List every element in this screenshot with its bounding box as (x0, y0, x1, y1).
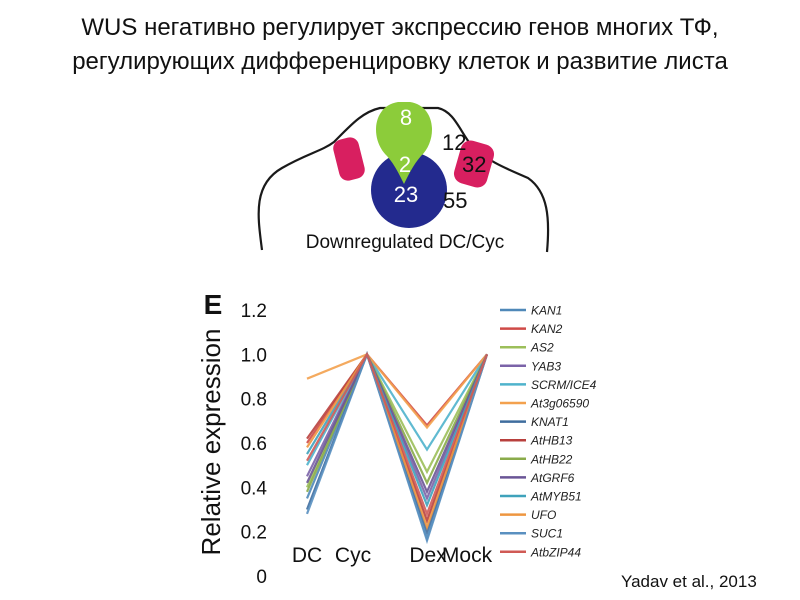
series-line (306, 352, 488, 430)
x-tick-label: DC (292, 544, 322, 567)
series-line (306, 351, 489, 531)
legend-label: SCRM/ICE4 (531, 378, 597, 392)
series-line (305, 350, 489, 545)
legend-label: AtHB22 (530, 452, 573, 466)
series-line (306, 351, 489, 502)
legend-label: YAB3 (531, 359, 561, 373)
y-tick-label: 1.2 (241, 301, 267, 322)
series-line (306, 352, 488, 466)
number-right-top: 12 (442, 130, 466, 155)
y-tick-label: 0.2 (241, 523, 267, 544)
legend-label: AS2 (530, 341, 554, 355)
legend-label: UFO (531, 508, 556, 522)
magenta-left-blob (333, 137, 365, 181)
expression-chart: Е Relative expression 0 0.2 0.4 0.6 0.8 1.0 1.… (196, 289, 597, 588)
y-tick-label: 0.6 (241, 434, 267, 455)
legend-label: AtMYB51 (530, 490, 582, 504)
series-line (305, 351, 488, 493)
series-line (306, 351, 489, 518)
number-green-overlap: 2 (399, 152, 411, 177)
legend-label: KAN2 (531, 322, 563, 336)
meristem-diagram: 8 2 23 12 32 55 Downregulated DC/Cyc (257, 102, 550, 253)
series-lines (305, 350, 489, 545)
panel-letter: Е (204, 289, 223, 320)
legend-label: SUC1 (531, 527, 563, 541)
number-right-bottom: 55 (443, 188, 467, 213)
x-tick-label: Mock (442, 544, 493, 567)
blue-circle (371, 152, 447, 228)
series-line (306, 351, 489, 509)
citation: Yadav et al., 2013 (621, 572, 757, 591)
legend-label: AtHB13 (530, 434, 573, 448)
legend-label: KNAT1 (531, 415, 569, 429)
x-tick-label: Cyc (335, 544, 371, 567)
legend-label: KAN1 (531, 304, 562, 318)
green-teardrop (376, 102, 432, 184)
title-line-1: WUS негативно регулирует экспрессию гено… (81, 14, 719, 41)
title-line-2: регулирующих дифференцировку клеток и ра… (72, 48, 728, 75)
y-tick-labels: 0 0.2 0.4 0.6 0.8 1.0 1.2 (241, 301, 268, 588)
y-tick-label: 0.4 (241, 478, 268, 499)
magenta-right-blob (453, 140, 495, 188)
y-axis-label: Relative expression (196, 329, 226, 556)
number-green-top: 8 (400, 105, 412, 130)
series-line (306, 351, 489, 495)
diagram-caption: Downregulated DC/Cyc (306, 232, 505, 253)
number-blue: 23 (394, 182, 418, 207)
legend-label: At3g06590 (530, 397, 589, 411)
x-tick-label: Dex (409, 544, 447, 567)
legend-label: AtbZIP44 (530, 545, 581, 559)
legend-label: AtGRF6 (530, 471, 575, 485)
y-tick-label: 1.0 (241, 345, 267, 366)
y-tick-label: 0.8 (241, 390, 267, 411)
chart-legend: KAN1 KAN2 AS2 YAB3 SCRM/ICE4 At3g06590 KNAT1 At… (500, 304, 597, 559)
number-magenta-right: 32 (462, 152, 486, 177)
y-tick-label: 0 (256, 567, 267, 588)
